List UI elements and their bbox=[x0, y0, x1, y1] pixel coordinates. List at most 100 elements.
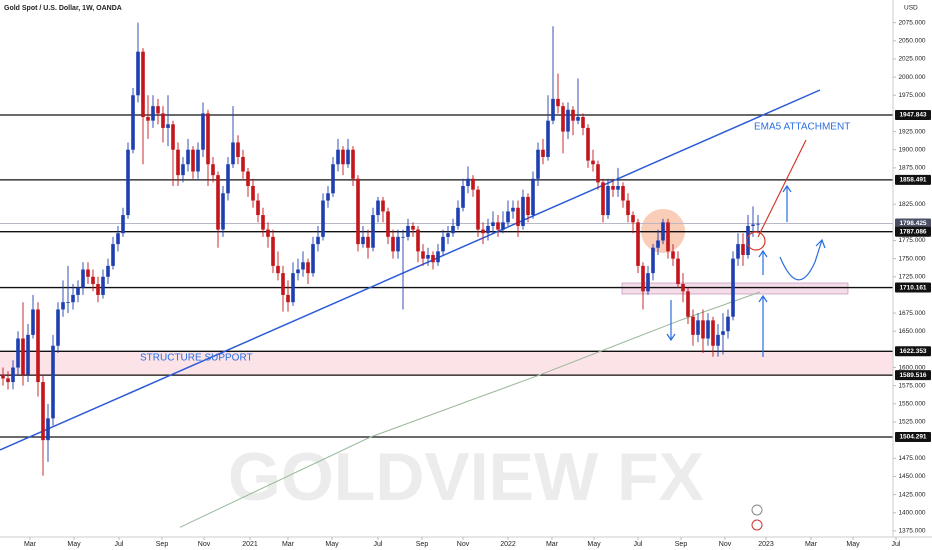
y-tick-label: 2050.000 bbox=[898, 38, 925, 45]
candle-body bbox=[476, 189, 480, 230]
chart-title: Gold Spot / U.S. Dollar, 1W, OANDA bbox=[4, 5, 122, 12]
candle-body bbox=[286, 294, 290, 303]
candle-body bbox=[401, 236, 405, 238]
x-tick-label: May bbox=[846, 541, 860, 548]
level-label: 1947.843 bbox=[899, 112, 926, 119]
candle-body bbox=[456, 207, 460, 226]
level-label: 1787.086 bbox=[899, 228, 926, 235]
candle-body bbox=[701, 320, 705, 339]
candle-body bbox=[596, 164, 600, 183]
candle-body bbox=[741, 244, 745, 255]
annotation: EMA5 ATTACHMENT bbox=[754, 122, 850, 133]
candle-body bbox=[16, 338, 20, 368]
candle-body bbox=[601, 182, 605, 216]
candle-body bbox=[576, 117, 580, 121]
y-tick-label: 1825.000 bbox=[898, 201, 925, 208]
candle-body bbox=[306, 262, 310, 274]
candle-body bbox=[371, 215, 375, 248]
candle-body bbox=[316, 236, 320, 245]
x-tick-label: Jul bbox=[634, 541, 643, 548]
candle-body bbox=[501, 222, 505, 230]
candle-body bbox=[86, 269, 90, 277]
candle-body bbox=[706, 320, 710, 339]
candle-body bbox=[296, 269, 300, 274]
y-tick-label: 1650.000 bbox=[898, 328, 925, 335]
candle-body bbox=[36, 309, 40, 383]
candle-body bbox=[176, 149, 180, 176]
candle-body bbox=[561, 106, 565, 132]
candle-body bbox=[481, 229, 485, 234]
candle-body bbox=[131, 95, 135, 150]
candle-body bbox=[96, 284, 100, 295]
candle-body bbox=[461, 186, 465, 208]
candle-body bbox=[751, 224, 755, 226]
candle-body bbox=[471, 178, 475, 190]
candle-body bbox=[46, 418, 50, 441]
candle-body bbox=[166, 124, 170, 128]
candle-body bbox=[721, 331, 725, 335]
axis-unit: USD bbox=[904, 5, 918, 12]
y-tick-label: 2000.000 bbox=[898, 74, 925, 81]
candle-body bbox=[326, 193, 330, 201]
level-tag bbox=[895, 109, 931, 120]
y-tick-label: 1475.000 bbox=[898, 455, 925, 462]
candle-body bbox=[241, 156, 245, 172]
candle-body bbox=[251, 186, 255, 201]
candle-body bbox=[711, 320, 715, 346]
candle-body bbox=[111, 244, 115, 266]
candle-body bbox=[161, 113, 165, 128]
candle-body bbox=[236, 142, 240, 157]
x-tick-label: Mar bbox=[282, 541, 295, 548]
candle-body bbox=[256, 200, 260, 216]
x-tick-label: Jul bbox=[374, 541, 383, 548]
candle-body bbox=[196, 149, 200, 172]
x-tick-label: Mar bbox=[24, 541, 37, 548]
candle-body bbox=[451, 225, 455, 234]
x-tick-label: May bbox=[67, 541, 81, 548]
candle-body bbox=[616, 186, 620, 190]
candle-body bbox=[311, 244, 315, 274]
annotation: STRUCTURE SUPPORT bbox=[140, 353, 253, 364]
candle-body bbox=[301, 262, 305, 270]
candle-body bbox=[556, 98, 560, 107]
candle-body bbox=[571, 109, 575, 121]
level-tag bbox=[895, 432, 931, 443]
y-tick-label: 1550.000 bbox=[898, 401, 925, 408]
x-tick-label: Mar bbox=[805, 541, 818, 548]
y-tick-label: 1400.000 bbox=[898, 509, 925, 516]
candle-body bbox=[21, 338, 25, 375]
candle-body bbox=[631, 215, 635, 223]
candle-body bbox=[686, 291, 690, 317]
level-tag bbox=[895, 346, 931, 357]
x-tick-label: Nov bbox=[198, 541, 211, 548]
candle-body bbox=[516, 207, 520, 226]
candle-body bbox=[731, 258, 735, 317]
candle-body bbox=[341, 149, 345, 165]
candle-body bbox=[531, 178, 535, 216]
candle-body bbox=[321, 200, 325, 237]
candle-body bbox=[506, 211, 510, 223]
candle-body bbox=[521, 196, 525, 226]
candle-body bbox=[586, 127, 590, 161]
candle-body bbox=[331, 164, 335, 194]
candle-body bbox=[486, 225, 490, 234]
level-label: 1710.161 bbox=[899, 284, 926, 291]
candle-body bbox=[291, 273, 295, 303]
pointer-line bbox=[757, 139, 807, 238]
candle-body bbox=[581, 117, 585, 128]
candle-body bbox=[266, 229, 270, 237]
x-tick-label: 2023 bbox=[758, 541, 774, 548]
candle-body bbox=[566, 109, 570, 132]
candle-body bbox=[511, 207, 515, 212]
level-tag bbox=[895, 174, 931, 185]
y-tick-label: 1725.000 bbox=[898, 273, 925, 280]
arrow-up bbox=[758, 249, 768, 275]
level-label: 1504.291 bbox=[899, 434, 926, 441]
candle-body bbox=[1, 374, 5, 379]
candle-body bbox=[226, 164, 230, 194]
x-tick-label: May bbox=[587, 541, 601, 548]
arrow-up bbox=[758, 294, 768, 357]
candle-body bbox=[66, 302, 70, 303]
y-tick-label: 1600.000 bbox=[898, 364, 925, 371]
